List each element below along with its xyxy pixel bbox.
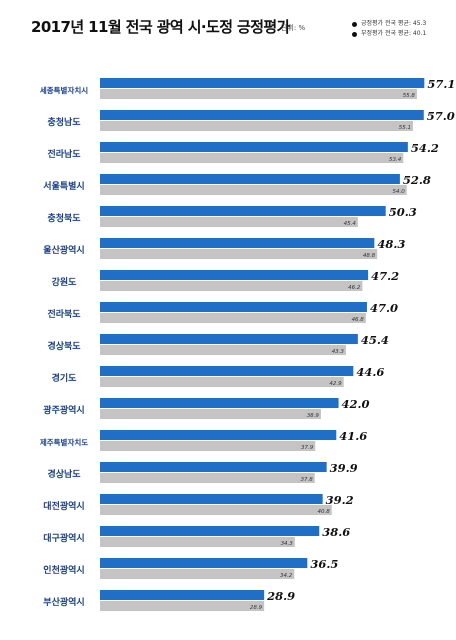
- bar-current: [100, 366, 354, 376]
- bar-previous: [100, 441, 316, 451]
- region-label: 제주특별자치도: [40, 437, 88, 447]
- region-label: 세종특별자치시: [40, 85, 88, 95]
- value-label-current: 54.2: [411, 141, 439, 155]
- value-label-previous: 46.2: [348, 285, 361, 291]
- value-label-previous: 40.8: [317, 509, 330, 515]
- value-label-previous: 34.2: [280, 573, 293, 579]
- value-label-previous: 37.9: [301, 445, 314, 451]
- bar-current: [100, 302, 367, 312]
- bar-current: [100, 526, 320, 536]
- value-label-previous: 28.9: [250, 605, 263, 611]
- region-label: 대전광역시: [43, 500, 84, 512]
- value-label-current: 41.6: [339, 429, 367, 443]
- bar-previous: [100, 313, 366, 323]
- bar-current: [100, 238, 375, 248]
- value-label-current: 47.2: [371, 269, 399, 283]
- bar-current: [100, 334, 358, 344]
- value-label-current: 57.0: [427, 109, 455, 123]
- bar-previous: [100, 89, 417, 99]
- value-label-previous: 42.9: [329, 381, 342, 387]
- bar-previous: [100, 473, 315, 483]
- bar-previous: [100, 217, 358, 227]
- region-label: 강원도: [52, 276, 78, 288]
- region-label: 인천광역시: [43, 564, 84, 576]
- bar-previous: [100, 345, 346, 355]
- value-label-current: 44.6: [356, 365, 384, 379]
- value-label-current: 45.4: [361, 333, 389, 347]
- bar-previous: [100, 281, 363, 291]
- value-label-current: 47.0: [370, 301, 398, 315]
- region-label: 경상북도: [47, 340, 81, 352]
- chart-title: 2017년 11월 전국 광역 시·도정 긍정평가: [31, 18, 290, 36]
- bar-current: [100, 206, 386, 216]
- unit-label: 단위: %: [281, 24, 306, 32]
- bar-current: [100, 78, 425, 88]
- legend: 긍정평가 전국 평균: 45.3 부정평가 전국 평균: 40.1: [352, 19, 426, 39]
- bar-previous: [100, 249, 378, 259]
- bar-previous: [100, 505, 332, 515]
- bar-current: [100, 142, 408, 152]
- legend-current-label: 긍정평가 전국 평균: 45.3: [361, 20, 427, 27]
- region-label: 부산광역시: [43, 596, 84, 608]
- bar-current: [100, 590, 265, 600]
- legend-item-current: 긍정평가 전국 평균: 45.3: [352, 19, 426, 29]
- bar-current: [100, 494, 323, 504]
- bar-previous: [100, 601, 265, 611]
- region-label: 대구광역시: [43, 532, 84, 544]
- legend-dot-icon: [352, 21, 357, 27]
- legend-dot-icon: [352, 31, 357, 37]
- bar-previous: [100, 569, 295, 579]
- value-label-previous: 48.8: [363, 253, 376, 259]
- legend-item-previous: 부정평가 전국 평균: 40.1: [352, 29, 426, 39]
- bar-current: [100, 398, 339, 408]
- region-label: 전라남도: [47, 148, 81, 160]
- bar-current: [100, 110, 424, 120]
- bar-current: [100, 174, 400, 184]
- value-label-current: 38.6: [322, 525, 350, 539]
- value-label-previous: 38.9: [307, 413, 320, 419]
- value-label-current: 39.2: [326, 493, 354, 507]
- value-label-current: 48.3: [377, 237, 405, 251]
- bar-current: [100, 270, 369, 280]
- region-label: 울산광역시: [43, 244, 84, 256]
- bar-previous: [100, 185, 407, 195]
- bar-current: [100, 558, 308, 568]
- value-label-previous: 55.8: [403, 93, 416, 99]
- region-label: 경상남도: [47, 468, 81, 480]
- value-label-previous: 54.0: [392, 189, 405, 195]
- value-label-previous: 55.1: [399, 125, 411, 131]
- bar-previous: [100, 153, 404, 163]
- region-label: 경기도: [52, 372, 78, 384]
- bar-previous: [100, 409, 321, 419]
- value-label-previous: 53.4: [389, 157, 402, 163]
- region-label: 충청북도: [47, 212, 81, 224]
- bar-previous: [100, 121, 413, 131]
- region-label: 광주광역시: [43, 404, 84, 416]
- value-label-current: 52.8: [403, 173, 431, 187]
- value-label-previous: 43.3: [332, 349, 345, 355]
- legend-previous-label: 부정평가 전국 평균: 40.1: [361, 30, 427, 37]
- value-label-current: 50.3: [389, 205, 417, 219]
- value-label-current: 28.9: [266, 589, 295, 603]
- bar-previous: [100, 377, 344, 387]
- bar-current: [100, 462, 327, 472]
- value-label-current: 36.5: [310, 557, 338, 571]
- bar-previous: [100, 537, 295, 547]
- value-label-current: 42.0: [342, 397, 370, 411]
- region-label: 충청남도: [47, 116, 81, 128]
- region-label: 전라북도: [47, 308, 81, 320]
- value-label-previous: 46.8: [352, 317, 365, 323]
- value-label-previous: 34.3: [281, 541, 294, 547]
- value-label-current: 39.9: [330, 461, 358, 475]
- value-label-current: 57.1: [427, 77, 455, 91]
- value-label-previous: 45.4: [344, 221, 357, 227]
- value-label-previous: 37.8: [300, 477, 313, 483]
- bar-current: [100, 430, 337, 440]
- region-label: 서울특별시: [43, 180, 84, 192]
